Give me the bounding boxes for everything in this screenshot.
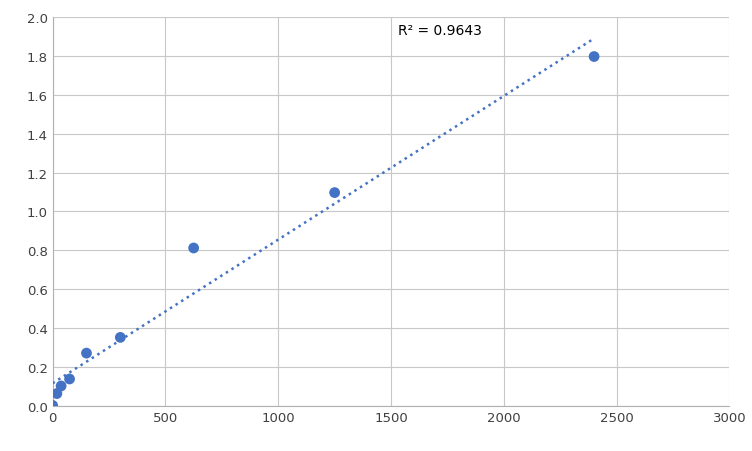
Point — [47, 402, 59, 409]
Point — [55, 382, 67, 390]
Point — [329, 189, 341, 197]
Point — [187, 245, 199, 252]
Point — [51, 390, 63, 397]
Point — [114, 334, 126, 341]
Point — [80, 350, 92, 357]
Point — [588, 54, 600, 61]
Point — [63, 376, 75, 383]
Text: R² = 0.9643: R² = 0.9643 — [398, 23, 482, 37]
